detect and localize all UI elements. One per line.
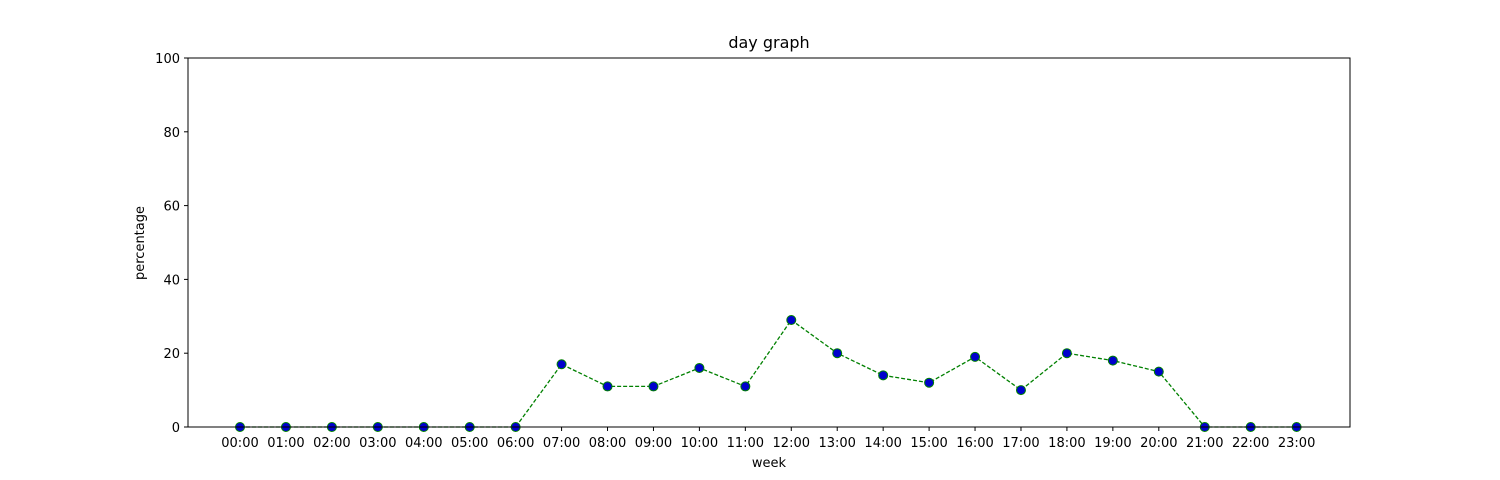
x-tick-label: 03:00 <box>359 436 396 451</box>
x-tick-label: 16:00 <box>956 436 993 451</box>
y-tick-label: 40 <box>163 273 180 288</box>
x-axis-label: week <box>752 456 787 471</box>
x-tick-label: 19:00 <box>1094 436 1131 451</box>
data-point <box>1107 355 1118 366</box>
chart-title: day graph <box>728 33 809 52</box>
data-point <box>602 381 613 392</box>
x-tick-label: 09:00 <box>635 436 672 451</box>
x-tick-label: 05:00 <box>451 436 488 451</box>
x-tick-label: 06:00 <box>497 436 534 451</box>
y-tick-label: 0 <box>172 421 180 436</box>
x-tick-label: 04:00 <box>405 436 442 451</box>
y-tick-label: 60 <box>163 200 180 215</box>
x-tick-label: 23:00 <box>1278 436 1315 451</box>
x-tick-label: 07:00 <box>543 436 580 451</box>
data-point <box>878 370 889 381</box>
x-tick-label: 01:00 <box>267 436 304 451</box>
y-axis-ticks: 0 20 40 60 80 100 <box>155 52 188 436</box>
x-tick-label: 08:00 <box>589 436 626 451</box>
data-point <box>1015 385 1026 396</box>
data-point <box>1061 348 1072 359</box>
x-tick-label: 12:00 <box>773 436 810 451</box>
x-tick-label: 13:00 <box>818 436 855 451</box>
x-axis-ticks: 00:00 01:00 02:00 03:00 04:00 05:00 06:00 07:00… <box>221 427 1315 451</box>
x-tick-label: 14:00 <box>864 436 901 451</box>
x-tick-label: 11:00 <box>727 436 764 451</box>
data-point <box>556 359 567 370</box>
x-tick-label: 10:00 <box>681 436 718 451</box>
data-point <box>694 362 705 373</box>
y-tick-label: 80 <box>163 126 180 141</box>
data-point <box>832 348 843 359</box>
x-tick-label: 22:00 <box>1232 436 1269 451</box>
data-point <box>740 381 751 392</box>
series-layer <box>235 314 1302 432</box>
y-tick-label: 20 <box>163 347 180 362</box>
y-tick-label: 100 <box>155 52 180 67</box>
x-tick-label: 17:00 <box>1002 436 1039 451</box>
plot-frame <box>187 57 1351 428</box>
x-tick-label: 18:00 <box>1048 436 1085 451</box>
data-point <box>1153 366 1164 377</box>
data-point <box>924 377 935 388</box>
data-point <box>648 381 659 392</box>
y-axis-label: percentage <box>133 206 148 280</box>
series-line <box>240 319 1297 428</box>
x-tick-label: 02:00 <box>313 436 350 451</box>
data-point <box>786 314 797 325</box>
x-tick-label: 15:00 <box>910 436 947 451</box>
x-tick-label: 00:00 <box>221 436 258 451</box>
x-tick-label: 21:00 <box>1186 436 1223 451</box>
x-tick-label: 20:00 <box>1140 436 1177 451</box>
data-point <box>970 351 981 362</box>
